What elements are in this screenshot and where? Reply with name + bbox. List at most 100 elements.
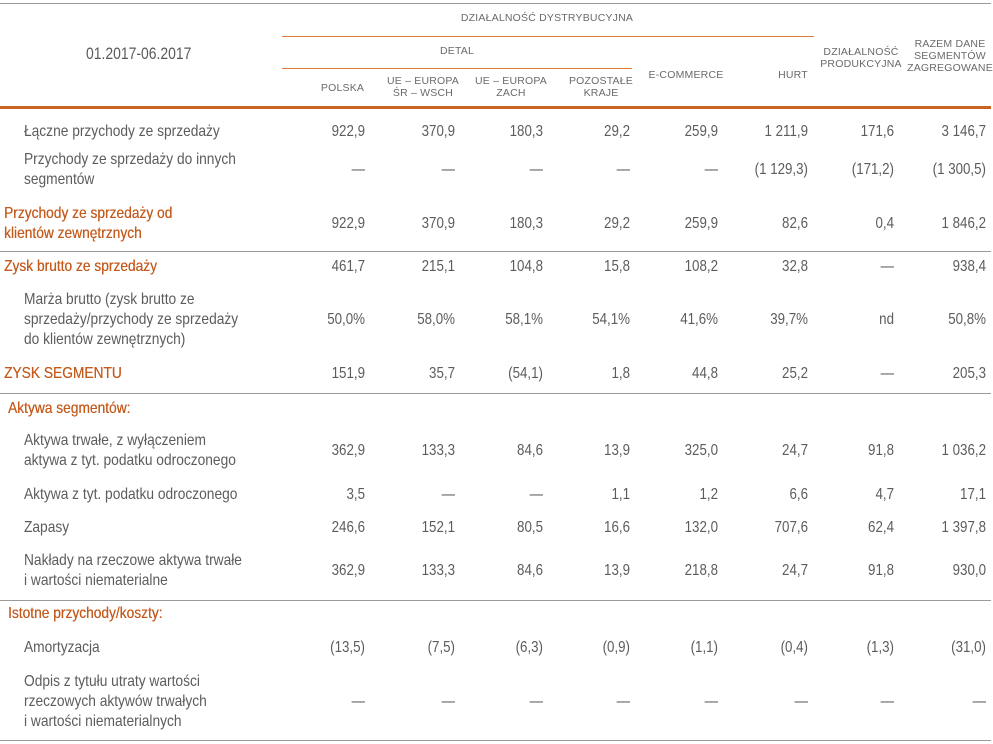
cell-r3-c5: 32,8 — [782, 258, 808, 275]
cell-r13-c6: — — [880, 693, 894, 710]
cell-r5-c3: 1,8 — [611, 365, 630, 382]
cell-r5-c7: 205,3 — [952, 365, 986, 382]
cell-r0-c2: 180,3 — [509, 123, 543, 140]
col-header-razem: RAZEM DANE SEGMENTÓW ZAGREGOWANE — [907, 38, 993, 74]
cell-r9-c6: 62,4 — [868, 519, 894, 536]
cell-r13-c3: — — [616, 693, 630, 710]
period-label: 01.2017-06.2017 — [86, 44, 192, 63]
cell-r10-c5: 24,7 — [782, 562, 808, 579]
cell-r9-c3: 16,6 — [604, 519, 630, 536]
cell-r12-c1: (7,5) — [427, 639, 455, 656]
cell-r8-c5: 6,6 — [789, 486, 808, 503]
cell-r13-c7: — — [972, 693, 986, 710]
row-label-zysk-segmentu: ZYSK SEGMENTU — [4, 365, 122, 382]
col-header-ecommerce: E-COMMERCE — [648, 69, 724, 81]
col-header-produkcyjna: DZIAŁALNOŚĆ PRODUKCYJNA — [820, 46, 902, 70]
row-label-przychody-zewnetrznych: Przychody ze sprzedaży od klientów zewnęt… — [4, 205, 173, 242]
cell-r4-c5: 39,7% — [770, 311, 808, 328]
row-label-odpis: Odpis z tytułu utraty wartości rzeczowych… — [24, 673, 207, 730]
cell-r3-c3: 15,8 — [604, 258, 630, 275]
cell-r12-c6: (1,3) — [866, 639, 894, 656]
cell-r4-c2: 58,1% — [505, 311, 543, 328]
cell-r0-c3: 29,2 — [604, 123, 630, 140]
col-header-polska: POLSKA — [320, 82, 365, 94]
cell-r9-c7: 1 397,8 — [941, 519, 986, 536]
cell-r2-c0: 922,9 — [331, 215, 365, 232]
cell-r2-c3: 29,2 — [604, 215, 630, 232]
col-header-ue-zach: UE – EUROPA ZACH — [474, 75, 548, 99]
cell-r5-c5: 25,2 — [782, 365, 808, 382]
cell-r7-c5: 24,7 — [782, 442, 808, 459]
cell-r10-c7: 930,0 — [952, 562, 986, 579]
cell-r3-c6: — — [880, 258, 894, 275]
cell-r12-c4: (1,1) — [690, 639, 718, 656]
cell-r8-c2: — — [529, 486, 543, 503]
row-label-laczne-przychody: Łączne przychody ze sprzedaży — [24, 123, 220, 140]
row-label-aktywa-trwale: Aktywa trwałe, z wyłączeniem aktywa z tyt… — [24, 432, 236, 469]
cell-r2-c7: 1 846,2 — [941, 215, 986, 232]
row-label-amortyzacja: Amortyzacja — [24, 639, 100, 656]
cell-r10-c4: 218,8 — [684, 562, 718, 579]
cell-r1-c3: — — [616, 161, 630, 178]
cell-r10-c3: 13,9 — [604, 562, 630, 579]
cell-r13-c1: — — [441, 693, 455, 710]
cell-r7-c4: 325,0 — [684, 442, 718, 459]
cell-r8-c3: 1,1 — [611, 486, 630, 503]
cell-r13-c2: — — [529, 693, 543, 710]
cell-r1-c0: — — [351, 161, 365, 178]
cell-r1-c4: — — [704, 161, 718, 178]
row-label-przychody-innych: Przychody ze sprzedaży do innych segmentó… — [24, 151, 236, 188]
cell-r5-c2: (54,1) — [508, 365, 543, 382]
cell-r13-c5: — — [794, 693, 808, 710]
cell-r1-c7: (1 300,5) — [932, 161, 986, 178]
cell-r3-c1: 215,1 — [421, 258, 455, 275]
cell-r4-c7: 50,8% — [948, 311, 986, 328]
cell-r13-c4: — — [704, 693, 718, 710]
cell-r1-c2: — — [529, 161, 543, 178]
cell-r1-c5: (1 129,3) — [754, 161, 808, 178]
cell-r4-c4: 41,6% — [680, 311, 718, 328]
col-header-ue-sr-wsch: UE – EUROPA ŚR – WSCH — [386, 75, 460, 99]
cell-r10-c0: 362,9 — [331, 562, 365, 579]
cell-r4-c0: 50,0% — [327, 311, 365, 328]
cell-r0-c0: 922,9 — [331, 123, 365, 140]
cell-r7-c0: 362,9 — [331, 442, 365, 459]
cell-r0-c4: 259,9 — [684, 123, 718, 140]
cell-r7-c2: 84,6 — [517, 442, 543, 459]
col-header-hurt: HURT — [778, 69, 808, 81]
cell-r2-c1: 370,9 — [421, 215, 455, 232]
cell-r7-c7: 1 036,2 — [941, 442, 986, 459]
cell-r10-c1: 133,3 — [421, 562, 455, 579]
cell-r5-c0: 151,9 — [331, 365, 365, 382]
cell-r9-c4: 132,0 — [684, 519, 718, 536]
row-label-zysk-brutto: Zysk brutto ze sprzedaży — [4, 258, 157, 275]
subgroup-header: DETAL — [439, 45, 475, 57]
cell-r2-c2: 180,3 — [509, 215, 543, 232]
cell-r1-c1: — — [441, 161, 455, 178]
cell-r4-c6: nd — [879, 311, 894, 328]
cell-r0-c1: 370,9 — [421, 123, 455, 140]
cell-r13-c0: — — [351, 693, 365, 710]
cell-r8-c1: — — [441, 486, 455, 503]
cell-r1-c6: (171,2) — [851, 161, 894, 178]
row-label-aktywa-podatek: Aktywa z tyt. podatku odroczonego — [24, 486, 238, 503]
cell-r12-c5: (0,4) — [780, 639, 808, 656]
col-header-pozostale: POZOSTAŁE KRAJE — [568, 75, 634, 99]
cell-r7-c6: 91,8 — [868, 442, 894, 459]
cell-r5-c4: 44,8 — [692, 365, 718, 382]
cell-r8-c6: 4,7 — [875, 486, 894, 503]
cell-r2-c5: 82,6 — [782, 215, 808, 232]
cell-r3-c2: 104,8 — [509, 258, 543, 275]
cell-r10-c6: 91,8 — [868, 562, 894, 579]
cell-r4-c3: 54,1% — [592, 311, 630, 328]
cell-r7-c1: 133,3 — [421, 442, 455, 459]
cell-r9-c2: 80,5 — [517, 519, 543, 536]
cell-r4-c1: 58,0% — [417, 311, 455, 328]
row-label-marza-brutto: Marża brutto (zysk brutto ze sprzedaży/pr… — [24, 291, 239, 348]
cell-r2-c6: 0,4 — [875, 215, 894, 232]
cell-r9-c1: 152,1 — [421, 519, 455, 536]
cell-r0-c6: 171,6 — [860, 123, 894, 140]
cell-r2-c4: 259,9 — [684, 215, 718, 232]
cell-r12-c3: (0,9) — [602, 639, 630, 656]
cell-r8-c7: 17,1 — [960, 486, 986, 503]
